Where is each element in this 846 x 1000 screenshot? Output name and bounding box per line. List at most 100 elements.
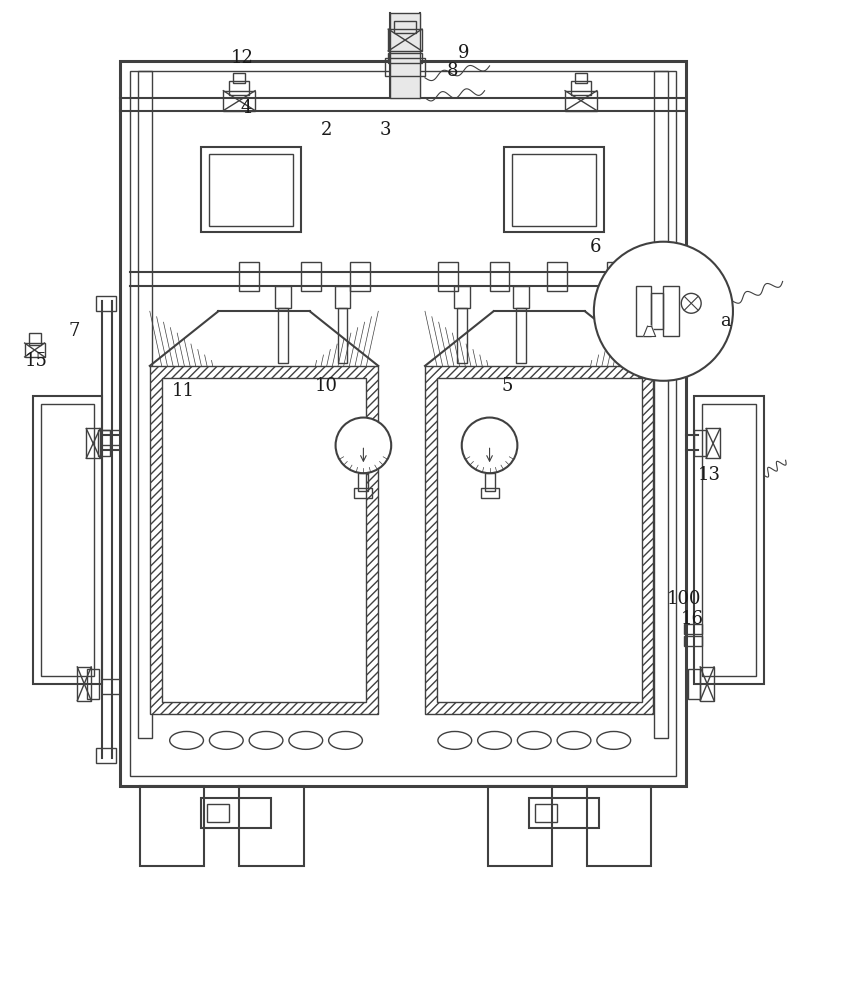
Bar xyxy=(390,13,420,98)
Bar xyxy=(655,71,668,738)
Bar xyxy=(481,488,498,498)
Bar xyxy=(695,396,764,684)
Bar xyxy=(684,624,702,634)
Text: 10: 10 xyxy=(315,377,338,395)
Ellipse shape xyxy=(558,731,591,749)
Bar xyxy=(301,262,321,291)
Circle shape xyxy=(681,293,701,313)
Text: 11: 11 xyxy=(172,382,195,400)
Bar xyxy=(87,669,99,699)
Circle shape xyxy=(594,242,733,381)
Bar xyxy=(571,81,591,95)
Bar xyxy=(239,262,259,291)
Bar xyxy=(702,404,755,676)
Bar xyxy=(229,81,250,95)
Circle shape xyxy=(336,418,391,473)
Bar xyxy=(437,378,641,702)
Ellipse shape xyxy=(210,731,243,749)
Bar xyxy=(140,786,205,866)
Bar xyxy=(338,308,348,363)
Bar xyxy=(487,786,552,866)
Ellipse shape xyxy=(438,731,472,749)
Bar xyxy=(425,366,653,714)
Text: 15: 15 xyxy=(25,352,48,370)
Bar xyxy=(150,366,378,714)
Text: 13: 13 xyxy=(697,466,720,484)
Bar xyxy=(162,378,366,702)
Bar xyxy=(96,296,116,311)
Bar xyxy=(394,21,416,33)
Bar xyxy=(359,473,368,491)
Bar xyxy=(25,343,45,357)
Bar xyxy=(96,748,116,763)
Bar xyxy=(233,73,245,83)
Bar xyxy=(210,154,293,226)
Bar xyxy=(278,308,288,363)
Bar xyxy=(138,71,151,738)
Bar xyxy=(334,286,350,308)
Bar xyxy=(513,154,596,226)
Bar xyxy=(706,428,720,458)
Text: a: a xyxy=(720,312,731,330)
Bar xyxy=(207,804,229,822)
Ellipse shape xyxy=(288,731,322,749)
Ellipse shape xyxy=(596,731,630,749)
Bar xyxy=(438,262,458,291)
Polygon shape xyxy=(644,326,656,336)
Text: 7: 7 xyxy=(69,322,80,340)
Bar xyxy=(607,262,627,291)
Bar xyxy=(516,308,526,363)
Text: 5: 5 xyxy=(502,377,513,395)
Bar xyxy=(635,286,651,336)
Bar xyxy=(29,333,41,345)
Bar xyxy=(485,473,495,491)
Bar xyxy=(536,804,558,822)
Bar xyxy=(457,308,467,363)
Bar xyxy=(388,29,422,51)
Bar xyxy=(98,430,110,456)
Text: 4: 4 xyxy=(241,99,252,117)
Text: 12: 12 xyxy=(231,49,254,67)
Bar xyxy=(130,71,676,776)
Bar xyxy=(33,396,102,684)
Bar xyxy=(350,262,371,291)
Ellipse shape xyxy=(250,731,283,749)
Bar xyxy=(223,91,255,111)
Text: 9: 9 xyxy=(458,44,469,62)
Bar xyxy=(120,61,686,786)
Bar xyxy=(575,73,587,83)
Bar xyxy=(651,293,663,329)
Bar xyxy=(453,286,470,308)
Bar xyxy=(530,798,599,828)
Bar xyxy=(41,404,94,676)
Bar xyxy=(490,262,509,291)
Text: 6: 6 xyxy=(590,238,601,256)
Bar xyxy=(86,428,100,458)
Text: 16: 16 xyxy=(680,610,703,628)
Bar xyxy=(385,58,425,76)
Ellipse shape xyxy=(328,731,362,749)
Ellipse shape xyxy=(518,731,551,749)
Bar xyxy=(663,286,679,336)
Bar xyxy=(201,798,271,828)
Bar xyxy=(239,786,304,866)
Bar xyxy=(201,147,301,232)
Bar xyxy=(684,636,702,646)
Bar xyxy=(275,286,291,308)
Bar xyxy=(565,91,596,111)
Ellipse shape xyxy=(170,731,203,749)
Text: 2: 2 xyxy=(321,121,332,139)
Bar xyxy=(388,53,422,63)
Bar xyxy=(689,669,700,699)
Bar xyxy=(695,430,706,456)
Text: 8: 8 xyxy=(447,62,459,80)
Bar xyxy=(514,286,530,308)
Bar xyxy=(587,786,651,866)
Text: 100: 100 xyxy=(667,590,700,608)
Bar xyxy=(354,488,372,498)
Bar xyxy=(700,667,714,701)
Circle shape xyxy=(462,418,518,473)
Bar xyxy=(504,147,604,232)
Ellipse shape xyxy=(478,731,512,749)
Bar xyxy=(547,262,567,291)
